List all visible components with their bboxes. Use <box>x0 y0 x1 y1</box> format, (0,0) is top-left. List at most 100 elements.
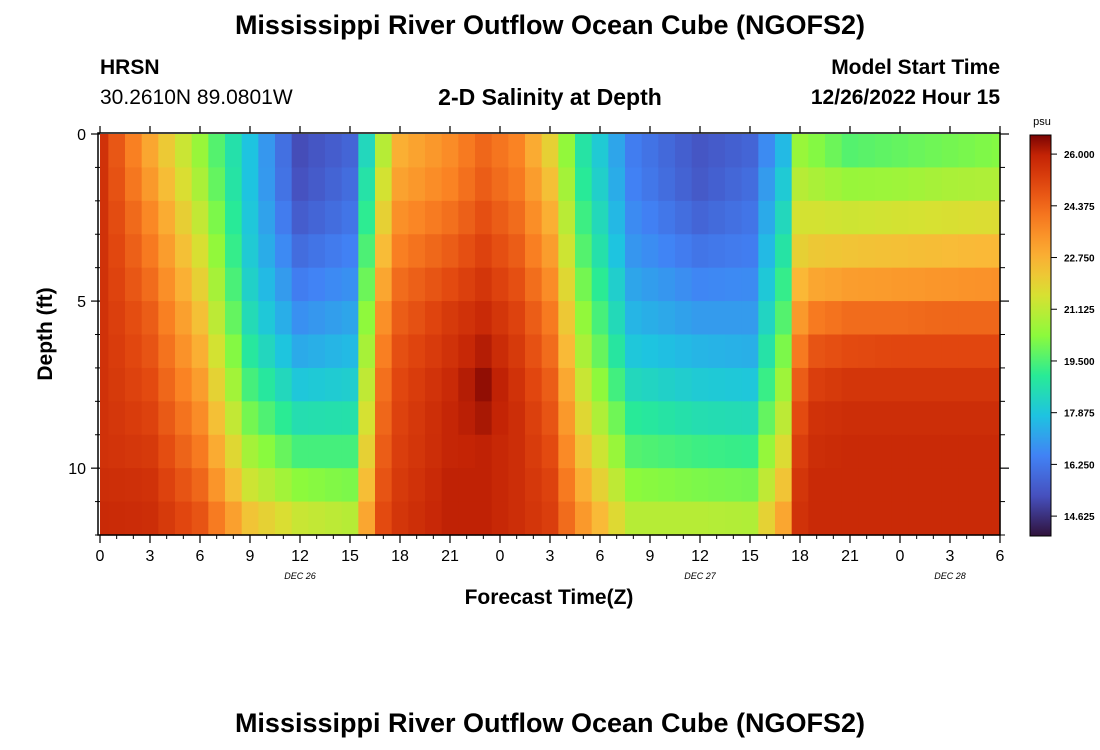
heatmap-cell <box>108 267 126 302</box>
heatmap-cell <box>758 334 776 369</box>
heatmap-cell <box>341 167 359 202</box>
colorbar-unit-label: psu <box>1033 116 1051 128</box>
chart-title: Mississippi River Outflow Ocean Cube (NG… <box>234 10 866 40</box>
heatmap-cell <box>691 200 709 235</box>
heatmap-cell <box>775 434 793 469</box>
heatmap-cell <box>341 134 359 169</box>
heatmap-cell <box>100 134 109 169</box>
heatmap-cell <box>241 200 259 235</box>
heatmap-cell <box>525 434 543 469</box>
heatmap-cell <box>325 167 343 202</box>
heatmap-cell <box>141 468 159 503</box>
heatmap-cell <box>758 401 776 436</box>
heatmap-cell <box>100 334 109 369</box>
heatmap-cell <box>625 501 643 536</box>
heatmap-cell <box>708 167 726 202</box>
heatmap-cell <box>508 367 526 402</box>
heatmap-cell <box>908 200 926 235</box>
heatmap-cell <box>441 200 459 235</box>
heatmap-cell <box>741 301 759 336</box>
heatmap-cell <box>825 367 843 402</box>
heatmap-cell <box>541 367 559 402</box>
heatmap-cell <box>208 234 226 269</box>
heatmap-cell <box>358 301 376 336</box>
heatmap-cell <box>625 134 643 169</box>
heatmap-cell <box>608 401 626 436</box>
heatmap-cell <box>508 501 526 536</box>
heatmap-cell <box>891 134 909 169</box>
heatmap-cell <box>458 334 476 369</box>
heatmap-cell <box>575 468 593 503</box>
x-tick-label: 6 <box>196 548 205 565</box>
station-coordinates: 30.2610N 89.0801W <box>100 86 293 109</box>
heatmap-cell <box>975 134 993 169</box>
heatmap-cell <box>241 134 259 169</box>
heatmap-cell <box>441 134 459 169</box>
heatmap-cell <box>425 401 443 436</box>
heatmap-cell <box>808 434 826 469</box>
heatmap-cell <box>725 234 743 269</box>
heatmap-cell <box>208 367 226 402</box>
heatmap-cell <box>608 200 626 235</box>
heatmap-cell <box>225 334 243 369</box>
heatmap-cell <box>975 200 993 235</box>
heatmap-cell <box>891 301 909 336</box>
heatmap-cell <box>525 200 543 235</box>
heatmap-cell <box>108 301 126 336</box>
heatmap-cell <box>541 134 559 169</box>
heatmap-cell <box>141 334 159 369</box>
heatmap-cell <box>491 234 509 269</box>
heatmap-cell <box>258 267 276 302</box>
heatmap-cell <box>341 434 359 469</box>
heatmap-cell <box>291 367 309 402</box>
heatmap-cell <box>100 267 109 302</box>
y-tick-label: 5 <box>77 294 86 311</box>
heatmap-cell <box>591 167 609 202</box>
heatmap-cell <box>408 200 426 235</box>
colorbar-tick-label: 16.250 <box>1064 460 1095 471</box>
heatmap-cell <box>841 401 859 436</box>
heatmap-cell <box>608 234 626 269</box>
heatmap-cell <box>675 434 693 469</box>
heatmap-cell <box>908 267 926 302</box>
heatmap-cell <box>758 434 776 469</box>
heatmap-cell <box>125 334 143 369</box>
heatmap-cell <box>725 367 743 402</box>
heatmap-cell <box>391 334 409 369</box>
heatmap-cell <box>291 334 309 369</box>
heatmap-cell <box>975 301 993 336</box>
heatmap-cell <box>325 234 343 269</box>
heatmap-cell <box>691 267 709 302</box>
heatmap-cell <box>841 234 859 269</box>
heatmap-cell <box>208 200 226 235</box>
heatmap-cell <box>858 367 876 402</box>
heatmap-cell <box>841 267 859 302</box>
heatmap-cell <box>608 367 626 402</box>
model-start-value: 12/26/2022 Hour 15 <box>810 86 1000 109</box>
heatmap-cell <box>341 200 359 235</box>
heatmap-cell <box>258 200 276 235</box>
heatmap-cell <box>641 134 659 169</box>
heatmap-cell <box>241 367 259 402</box>
heatmap-cell <box>108 501 126 536</box>
heatmap-cell <box>591 334 609 369</box>
heatmap-cell <box>375 401 393 436</box>
heatmap-cell <box>308 334 326 369</box>
heatmap-cell <box>791 468 809 503</box>
x-tick-label: 12 <box>691 548 709 565</box>
heatmap-cell <box>275 434 293 469</box>
heatmap-cell <box>191 401 209 436</box>
x-tick-label: 21 <box>441 548 459 565</box>
x-tick-label: 0 <box>896 548 905 565</box>
heatmap-cell <box>958 468 976 503</box>
heatmap-cell <box>191 334 209 369</box>
x-tick-label: 9 <box>646 548 655 565</box>
heatmap-cell <box>608 167 626 202</box>
heatmap-cell <box>358 401 376 436</box>
heatmap-cell <box>191 468 209 503</box>
heatmap-cell <box>875 167 893 202</box>
heatmap-cell <box>841 501 859 536</box>
heatmap-cell <box>375 468 393 503</box>
heatmap-cell <box>241 434 259 469</box>
heatmap-cell <box>825 200 843 235</box>
